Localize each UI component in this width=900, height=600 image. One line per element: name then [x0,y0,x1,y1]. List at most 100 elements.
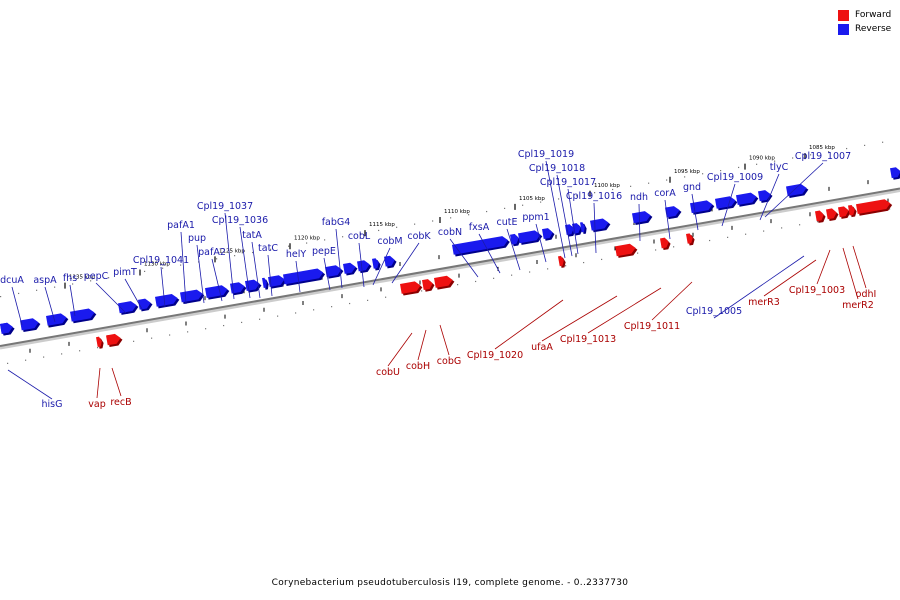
gene-label-cpl19_1003[interactable]: Cpl19_1003 [789,285,845,296]
reverse-gene-arrow[interactable] [372,258,381,271]
gene-body [615,243,636,257]
forward-gene-arrow[interactable] [422,278,435,292]
gene-label-aspa[interactable]: aspA [33,275,57,286]
gene-label-merr3[interactable]: merR3 [748,297,780,308]
gene-label-cpl19_1016[interactable]: Cpl19_1016 [566,191,622,202]
gene-label-ufaa[interactable]: ufaA [531,342,553,353]
gene-label-tata[interactable]: tatA [242,230,262,241]
forward-gene-arrow[interactable] [106,333,123,348]
gene-label-cobm[interactable]: cobM [377,236,402,247]
gene-label-dcua[interactable]: dcuA [0,275,24,286]
reverse-gene-arrow[interactable] [180,288,205,305]
gene-label-cpl19_1013[interactable]: Cpl19_1013 [560,334,616,345]
reverse-gene-arrow[interactable] [542,227,555,241]
gene-label-cobg[interactable]: cobG [437,356,461,367]
reverse-gene-arrow[interactable] [890,166,900,180]
gene-label-cpl19_1009[interactable]: Cpl19_1009 [707,172,763,183]
forward-gene-arrow[interactable] [558,255,566,268]
reverse-gene-arrow[interactable] [138,298,153,312]
reverse-gene-arrow[interactable] [46,312,69,328]
legend-reverse-label: Reverse [855,24,892,34]
forward-gene-arrow[interactable] [848,204,857,218]
gene-label-cpl19_1017[interactable]: Cpl19_1017 [540,177,596,188]
reverse-gene-arrow[interactable] [510,233,521,247]
gene-label-cobu[interactable]: cobU [376,367,400,378]
gene-label-vap[interactable]: vap [88,399,105,410]
gene-label-cobk[interactable]: cobK [407,231,431,242]
forward-gene-arrow[interactable] [686,233,695,246]
gene-label-pimt[interactable]: pimT [113,267,137,278]
gene-label-pepc[interactable]: pepC [84,271,109,282]
forward-gene-arrow[interactable] [615,243,638,259]
forward-gene-arrow[interactable] [815,210,826,223]
gene-label-cobh[interactable]: cobH [406,361,430,372]
gene-body [325,265,342,277]
gene-label-tatc[interactable]: tatC [258,243,278,254]
forward-gene-arrow[interactable] [826,207,839,222]
gene-label-odhi[interactable]: odhI [856,289,877,300]
reverse-gene-arrow[interactable] [565,223,576,237]
gene-label-cpl19_1041[interactable]: Cpl19_1041 [133,255,189,266]
forward-gene-arrow[interactable] [434,275,455,290]
gene-label-cpl19_1020[interactable]: Cpl19_1020 [467,350,523,361]
reverse-gene-arrow[interactable] [590,217,611,233]
gene-label-hely[interactable]: helY [286,249,307,260]
reverse-gene-arrow[interactable] [118,300,139,315]
gene-label-fhs[interactable]: fhs [63,273,77,284]
reverse-gene-arrow[interactable] [268,274,287,289]
reverse-gene-arrow[interactable] [452,235,511,257]
gene-label-cpl19_1007[interactable]: Cpl19_1007 [795,151,851,162]
forward-gene-arrow[interactable] [660,237,671,251]
gene-label-cpl19_1011[interactable]: Cpl19_1011 [624,321,680,332]
reverse-gene-arrow[interactable] [70,307,97,324]
reverse-gene-arrow[interactable] [786,183,809,199]
gene-label-merr2[interactable]: merR2 [842,300,874,311]
reverse-gene-arrow[interactable] [384,255,397,269]
gene-label-fxsa[interactable]: fxsA [469,222,490,233]
gene-label-recb[interactable]: recB [110,397,131,408]
reverse-gene-arrow[interactable] [205,284,230,300]
gene-label-pepe[interactable]: pepE [312,246,336,257]
reverse-gene-arrow[interactable] [357,259,372,274]
gene-label-cpl19_1005[interactable]: Cpl19_1005 [686,306,742,317]
gene-label-fabg4[interactable]: fabG4 [322,217,351,228]
gene-label-cute[interactable]: cutE [497,217,518,228]
forward-gene-arrow[interactable] [96,336,104,349]
gene-label-cpl19_1037[interactable]: Cpl19_1037 [197,201,253,212]
reverse-gene-arrow[interactable] [690,199,715,215]
gene-label-cora[interactable]: corA [654,188,676,199]
gene-label-cobn[interactable]: cobN [438,227,462,238]
reverse-gene-arrow[interactable] [155,293,180,309]
reverse-gene-arrow[interactable] [20,317,41,333]
leader-line [449,238,479,278]
gene-label-hisg[interactable]: hisG [42,399,63,410]
reverse-gene-arrow[interactable] [758,189,773,203]
gene-label-ndh[interactable]: ndh [630,192,648,203]
forward-gene-arrow[interactable] [856,198,893,216]
reverse-gene-arrow[interactable] [518,229,543,245]
reverse-gene-arrow[interactable] [665,205,682,220]
reverse-gene-arrow[interactable] [580,222,587,235]
gene-label-pafa2[interactable]: pafA2 [198,247,226,258]
gene-label-cobl[interactable]: cobL [348,231,371,242]
gene-label-pafa1[interactable]: pafA1 [167,220,195,231]
reverse-gene-arrow[interactable] [230,281,247,296]
gene-label-cpl19_1019[interactable]: Cpl19_1019 [518,149,574,160]
reverse-gene-arrow[interactable] [715,195,738,211]
track-dot [565,265,567,267]
reverse-gene-arrow[interactable] [632,210,653,225]
gene-label-cpl19_1036[interactable]: Cpl19_1036 [212,215,268,226]
reverse-gene-arrow[interactable] [283,267,326,287]
gene-label-cpl19_1018[interactable]: Cpl19_1018 [529,163,585,174]
gene-label-tlyc[interactable]: tlyC [770,162,789,173]
gene-label-pup[interactable]: pup [188,233,206,244]
reverse-gene-arrow[interactable] [736,191,759,207]
reverse-gene-arrow[interactable] [262,277,269,290]
reverse-gene-arrow[interactable] [343,262,358,276]
reverse-gene-arrow[interactable] [325,264,344,279]
reverse-gene-arrow[interactable] [0,322,15,336]
forward-gene-arrow[interactable] [400,280,423,296]
forward-gene-arrow[interactable] [838,205,851,219]
gene-label-ppm1[interactable]: ppm1 [522,212,549,223]
gene-label-gnd[interactable]: gnd [683,182,701,193]
